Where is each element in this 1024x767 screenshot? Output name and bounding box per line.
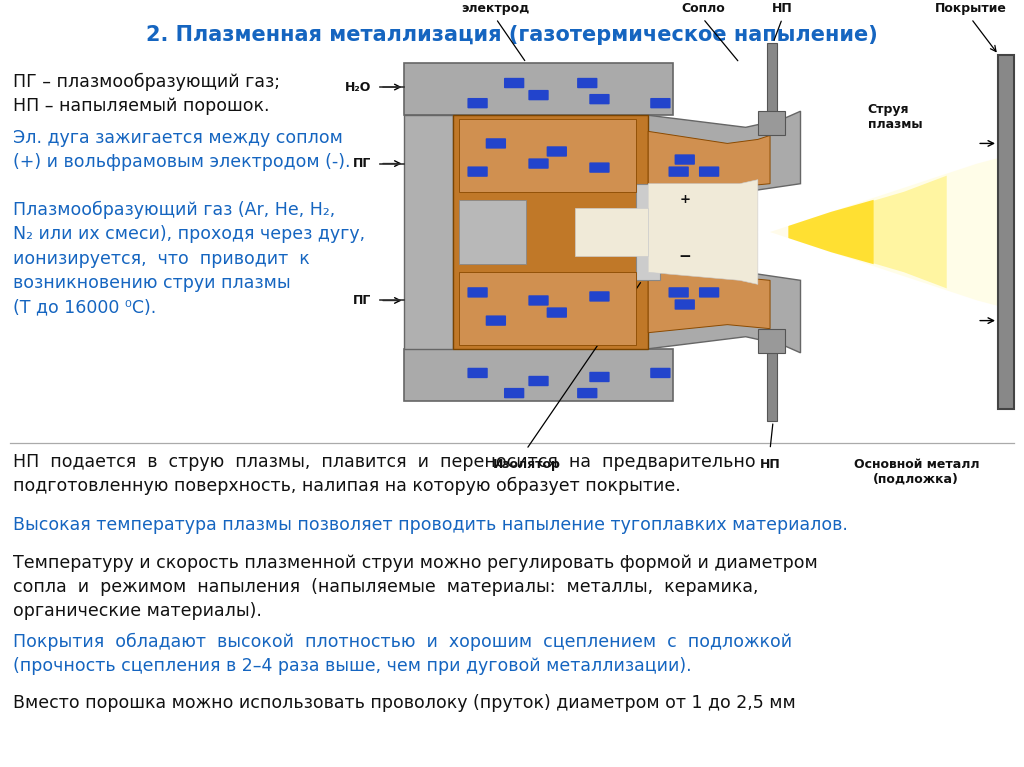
FancyBboxPatch shape [547, 146, 567, 156]
Text: Покрытие: Покрытие [935, 2, 1007, 15]
FancyBboxPatch shape [758, 111, 785, 136]
Polygon shape [770, 176, 947, 288]
Polygon shape [770, 200, 873, 264]
Text: Плазмообразующий газ (Ar, He, H₂,
N₂ или их смеси), проходя через дугу,
ионизиру: Плазмообразующий газ (Ar, He, H₂, N₂ или… [13, 201, 366, 317]
FancyBboxPatch shape [699, 287, 719, 298]
Polygon shape [404, 115, 454, 349]
FancyBboxPatch shape [578, 388, 597, 398]
Text: Эл. дуга зажигается между соплом
(+) и вольфрамовым электродом (-).: Эл. дуга зажигается между соплом (+) и в… [13, 129, 351, 171]
FancyBboxPatch shape [528, 295, 549, 306]
Text: +: + [679, 193, 690, 206]
FancyBboxPatch shape [589, 94, 609, 104]
Text: Высокая температура плазмы позволяет проводить напыление тугоплавких материалов.: Высокая температура плазмы позволяет про… [13, 516, 848, 534]
FancyBboxPatch shape [528, 376, 549, 387]
FancyBboxPatch shape [589, 372, 609, 382]
FancyBboxPatch shape [547, 308, 567, 318]
FancyBboxPatch shape [528, 90, 549, 100]
FancyBboxPatch shape [669, 287, 689, 298]
FancyBboxPatch shape [485, 138, 506, 149]
Polygon shape [770, 156, 1008, 308]
FancyBboxPatch shape [636, 184, 660, 281]
FancyBboxPatch shape [504, 388, 524, 398]
FancyBboxPatch shape [467, 166, 487, 177]
Polygon shape [648, 272, 770, 333]
FancyBboxPatch shape [675, 154, 695, 165]
Polygon shape [454, 115, 648, 349]
FancyBboxPatch shape [998, 55, 1014, 410]
FancyBboxPatch shape [650, 367, 671, 378]
Polygon shape [460, 200, 526, 264]
Polygon shape [404, 349, 673, 401]
Text: Изолятор: Изолятор [493, 457, 560, 470]
Text: Сопло: Сопло [681, 2, 725, 15]
FancyBboxPatch shape [485, 315, 506, 326]
FancyBboxPatch shape [589, 291, 609, 301]
FancyBboxPatch shape [669, 166, 689, 177]
Text: Струя
плазмы: Струя плазмы [867, 104, 923, 131]
Text: Покрытия  обладают  высокой  плотностью  и  хорошим  сцеплением  с  подложкой
(п: Покрытия обладают высокой плотностью и х… [13, 633, 793, 675]
Polygon shape [648, 272, 801, 353]
FancyBboxPatch shape [650, 98, 671, 108]
FancyBboxPatch shape [467, 98, 487, 108]
FancyBboxPatch shape [758, 328, 785, 353]
Text: Вольфрамовый
электрод: Вольфрамовый электрод [440, 0, 552, 15]
Polygon shape [648, 179, 758, 285]
Text: 2. Плазменная металлизация (газотермическое напыление): 2. Плазменная металлизация (газотермичес… [146, 25, 878, 44]
Text: Температуру и скорость плазменной струи можно регулировать формой и диаметром
со: Температуру и скорость плазменной струи … [13, 554, 818, 621]
Text: Н₂О: Н₂О [345, 81, 371, 94]
Text: НП: НП [760, 457, 780, 470]
Text: −: − [678, 249, 691, 264]
Text: ПГ: ПГ [352, 157, 371, 170]
Text: Вместо порошка можно использовать проволоку (пруток) диаметром от 1 до 2,5 мм: Вместо порошка можно использовать провол… [13, 694, 796, 712]
Text: ПГ – плазмообразующий газ;
НП – напыляемый порошок.: ПГ – плазмообразующий газ; НП – напыляем… [13, 73, 281, 115]
FancyBboxPatch shape [675, 299, 695, 310]
Text: НП: НП [772, 2, 793, 15]
Polygon shape [648, 131, 770, 192]
FancyBboxPatch shape [467, 367, 487, 378]
FancyBboxPatch shape [467, 287, 487, 298]
Polygon shape [648, 111, 801, 192]
Polygon shape [758, 220, 788, 244]
FancyBboxPatch shape [699, 166, 719, 177]
Text: ПГ: ПГ [352, 294, 371, 307]
FancyBboxPatch shape [767, 349, 777, 421]
FancyBboxPatch shape [578, 77, 597, 88]
FancyBboxPatch shape [504, 77, 524, 88]
Text: Основной металл
(подложка): Основной металл (подложка) [854, 457, 979, 486]
Polygon shape [460, 272, 636, 345]
FancyBboxPatch shape [767, 43, 777, 115]
Text: НП  подается  в  струю  плазмы,  плавится  и  переносится  на  предварительно
по: НП подается в струю плазмы, плавится и п… [13, 453, 756, 495]
Polygon shape [460, 120, 636, 192]
FancyBboxPatch shape [528, 158, 549, 169]
Polygon shape [575, 208, 648, 256]
FancyBboxPatch shape [589, 163, 609, 173]
Polygon shape [404, 63, 673, 115]
